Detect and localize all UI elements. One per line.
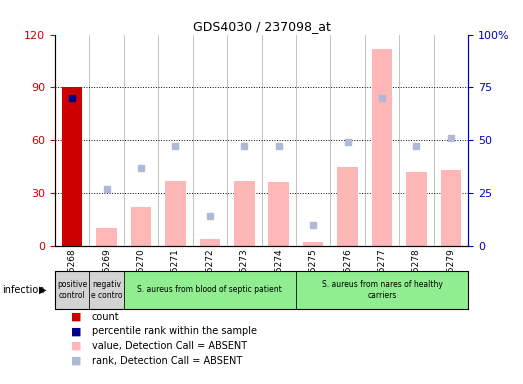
- Bar: [131, 207, 151, 246]
- Text: ■: ■: [71, 341, 81, 351]
- Bar: [303, 242, 323, 246]
- Title: GDS4030 / 237098_at: GDS4030 / 237098_at: [192, 20, 331, 33]
- Text: percentile rank within the sample: percentile rank within the sample: [92, 326, 256, 336]
- Bar: [199, 239, 220, 246]
- Bar: [372, 49, 392, 246]
- Bar: [337, 167, 358, 246]
- Text: ■: ■: [71, 312, 81, 322]
- Text: negativ
e contro: negativ e contro: [91, 280, 122, 300]
- Text: S. aureus from blood of septic patient: S. aureus from blood of septic patient: [138, 285, 282, 295]
- Bar: [165, 180, 186, 246]
- Text: rank, Detection Call = ABSENT: rank, Detection Call = ABSENT: [92, 356, 242, 366]
- Text: count: count: [92, 312, 119, 322]
- Text: ■: ■: [71, 356, 81, 366]
- Bar: [406, 172, 427, 246]
- Text: value, Detection Call = ABSENT: value, Detection Call = ABSENT: [92, 341, 247, 351]
- Text: ▶: ▶: [39, 285, 47, 295]
- Bar: [62, 88, 83, 246]
- Text: S. aureus from nares of healthy
carriers: S. aureus from nares of healthy carriers: [322, 280, 442, 300]
- Text: infection: infection: [3, 285, 45, 295]
- Text: ■: ■: [71, 326, 81, 336]
- Bar: [440, 170, 461, 246]
- Bar: [234, 180, 255, 246]
- Bar: [268, 182, 289, 246]
- Bar: [96, 228, 117, 246]
- Text: positive
control: positive control: [57, 280, 87, 300]
